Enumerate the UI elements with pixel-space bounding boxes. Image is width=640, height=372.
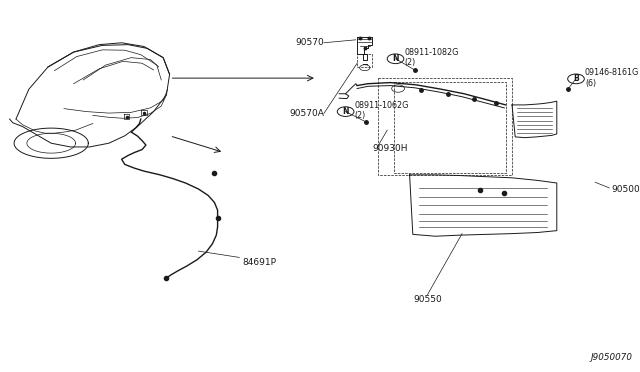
Text: J9050070: J9050070 [590, 353, 632, 362]
Text: B: B [573, 74, 579, 83]
Text: 90500: 90500 [611, 185, 640, 194]
Text: 90570A: 90570A [289, 109, 324, 118]
Text: 08911-1062G
(2): 08911-1062G (2) [355, 101, 409, 120]
Text: 90550: 90550 [413, 295, 442, 304]
Text: N: N [392, 54, 399, 63]
Text: 90930H: 90930H [372, 144, 408, 153]
Text: 08911-1082G
(2): 08911-1082G (2) [404, 48, 459, 67]
Text: 90570: 90570 [295, 38, 324, 47]
Text: 84691P: 84691P [242, 258, 276, 267]
Text: 09146-8161G
(6): 09146-8161G (6) [585, 68, 639, 88]
Text: N: N [342, 107, 349, 116]
